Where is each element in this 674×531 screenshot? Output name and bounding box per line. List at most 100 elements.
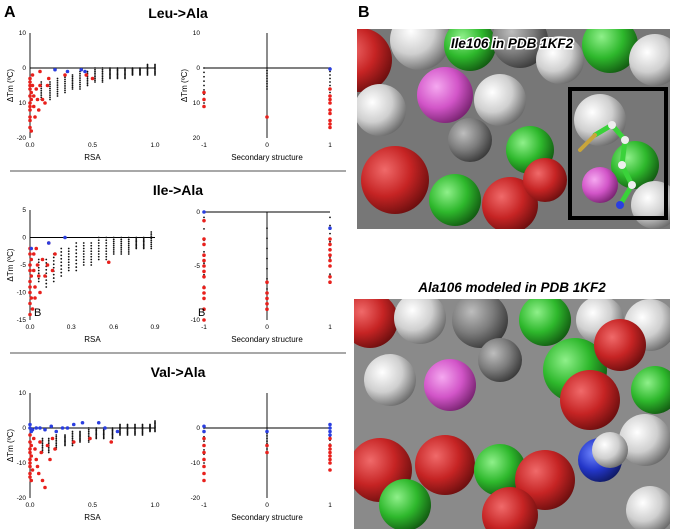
data-point-red (38, 290, 42, 295)
data-point-black (95, 431, 98, 433)
data-point-black (55, 437, 58, 440)
data-point-red (33, 296, 37, 300)
data-point-black (64, 434, 66, 436)
data-point-black (90, 258, 93, 261)
data-point-black (154, 68, 156, 71)
data-point-red (30, 468, 35, 472)
y-tick-label: 10 (19, 30, 27, 37)
data-point-black (71, 84, 74, 87)
data-point-black (71, 74, 74, 76)
data-point-black (126, 431, 129, 434)
data-point-black (154, 71, 156, 74)
y-tick-label: 0 (196, 65, 200, 72)
data-point-black (45, 286, 48, 288)
data-point-red (45, 83, 50, 88)
data-point-red (328, 258, 332, 263)
data-point-black (150, 233, 153, 235)
data-point-black (71, 437, 74, 440)
data-point-black (111, 434, 114, 437)
data-point-black (105, 250, 108, 253)
data-point-black (142, 236, 145, 239)
data-point-red (29, 454, 34, 458)
data-point-black (142, 247, 145, 250)
data-point-black (41, 448, 44, 450)
data-point-black (37, 280, 40, 283)
data-point-black (150, 245, 153, 248)
data-point-black (47, 449, 50, 452)
data-point-black (203, 440, 205, 443)
data-point-black (120, 238, 123, 241)
data-point-black (124, 72, 126, 75)
data-point-red (29, 90, 34, 95)
data-point-black (154, 430, 156, 433)
data-point-blue (65, 69, 70, 74)
x-axis-label: Secondary structure (231, 335, 303, 344)
data-point-black (126, 423, 129, 426)
scatter-chart-2: 10 0 10 20-1 0 1 Secondary structure ΔTm (ºC) (180, 30, 332, 162)
data-point-black (266, 267, 268, 270)
data-point-black (55, 444, 58, 447)
data-point-black (150, 237, 153, 240)
data-point-black (97, 250, 100, 253)
data-point-red (34, 246, 39, 251)
data-point-black (56, 79, 59, 82)
data-point-red (35, 464, 40, 469)
data-point-red (202, 296, 206, 301)
data-point-black (126, 430, 129, 432)
y-tick-label: -10 (17, 290, 27, 297)
data-point-red (202, 242, 206, 247)
data-point-black (45, 282, 48, 285)
data-point-black (41, 437, 44, 440)
data-point-red (202, 457, 206, 462)
data-point-black (119, 426, 121, 429)
data-point-black (142, 242, 145, 244)
data-point-black (126, 432, 129, 435)
data-point-red (202, 218, 206, 223)
data-point-blue (79, 67, 84, 72)
data-point-black (87, 430, 90, 433)
y-tick-label: 10 (19, 390, 27, 397)
data-point-black (124, 71, 126, 73)
data-point-red (31, 94, 36, 98)
data-point-black (52, 273, 55, 276)
data-point-black (126, 426, 129, 429)
data-point-red (28, 108, 32, 112)
data-point-black (64, 444, 66, 447)
data-point-black (52, 266, 55, 269)
data-point-black (146, 72, 149, 75)
data-point-black (127, 244, 130, 247)
data-point-black (79, 430, 81, 433)
molecule-title-2: Ala106 modeled in PDB 1KF2 (417, 280, 606, 295)
data-point-black (116, 69, 119, 72)
data-point-black (329, 257, 331, 259)
data-point-black (79, 434, 81, 437)
data-point-black (94, 74, 96, 76)
data-point-black (60, 247, 63, 250)
data-point-black (94, 77, 96, 80)
data-point-red (265, 450, 269, 455)
data-point-black (71, 77, 74, 80)
data-point-black (119, 428, 121, 431)
data-point-red (28, 87, 32, 91)
data-point-red (36, 274, 41, 278)
data-point-black (90, 253, 93, 255)
data-point-red (28, 263, 32, 267)
data-point-black (75, 255, 78, 258)
row-title-leu: Leu->Ala (148, 5, 208, 21)
data-point-red (328, 275, 332, 279)
data-point-black (112, 242, 115, 245)
data-point-black (40, 96, 43, 99)
data-point-black (97, 253, 100, 255)
data-point-black (49, 96, 51, 99)
data-point-black (56, 84, 59, 86)
data-point-red (202, 275, 206, 279)
data-point-black (86, 81, 89, 83)
data-point-red (29, 97, 34, 102)
data-point-black (141, 434, 144, 436)
data-point-black (90, 247, 93, 250)
data-point-red (45, 443, 50, 448)
data-point-black (203, 71, 205, 74)
data-point-red (328, 280, 332, 285)
